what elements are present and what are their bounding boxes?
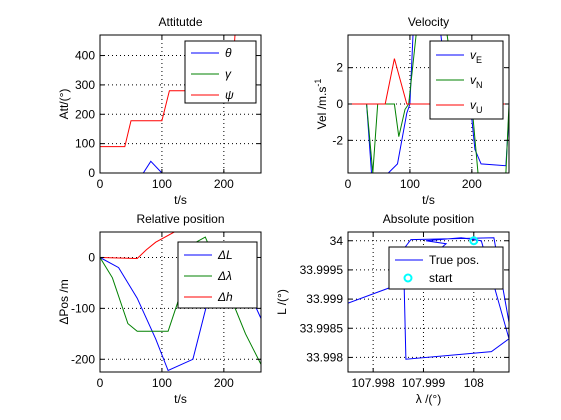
y-tick-label: 33.998 xyxy=(306,350,343,364)
x-tick-label: 0 xyxy=(97,376,104,390)
chart-4: 107.998 107.999 108 33.998 33.9985 33.999 33.9… xyxy=(275,212,510,406)
x-tick-label: 200 xyxy=(214,376,234,390)
legend: vE vN vU xyxy=(429,40,504,120)
legend: θγψ xyxy=(184,40,257,104)
y-axis-label: L /(°) xyxy=(275,289,289,315)
y-tick-label: 100 xyxy=(75,137,95,151)
series-line-1 xyxy=(348,35,509,173)
legend: ΔL Δλ Δh xyxy=(177,241,258,309)
x-axis-label: t/s xyxy=(174,193,187,207)
y-tick-label: 0 xyxy=(336,97,343,111)
legend-label: Δh xyxy=(217,290,233,304)
y-axis-label: ΔPos /m xyxy=(57,279,71,324)
chart-3: 0 100 200 -200 -100 0 Relative position t/s ΔPos… xyxy=(57,212,262,406)
legend-label: vU xyxy=(470,98,483,115)
x-tick-label: 200 xyxy=(462,177,482,191)
chart-title: Attitutde xyxy=(158,15,202,29)
legend-box xyxy=(388,246,504,290)
y-tick-label: 400 xyxy=(75,49,95,63)
y-tick-label: 0 xyxy=(88,166,95,180)
legend-label: vE xyxy=(470,48,482,65)
x-tick-label: 200 xyxy=(214,177,234,191)
x-tick-label: 107.998 xyxy=(351,376,395,390)
legend-label: vN xyxy=(470,73,483,90)
series-line-1 xyxy=(348,237,509,360)
chart-2: 0 100 200 -2 0 2 Velocity t/s Vel /m.s-1 vE vN vU xyxy=(313,15,510,207)
chart-1: 0 100 200 0 100 200 300 400 Attitutde t/s Att/(°) θ… xyxy=(57,15,262,207)
chart-title: Absolute position xyxy=(383,212,474,226)
legend-box xyxy=(184,40,257,104)
legend-label: γ xyxy=(225,67,232,81)
y-tick-label: 33.9985 xyxy=(300,321,344,335)
legend-label: ΔL xyxy=(217,248,233,262)
start-marker xyxy=(469,236,479,246)
legend-label: ψ xyxy=(225,88,234,102)
x-tick-label: 100 xyxy=(152,376,172,390)
axes-frame xyxy=(347,231,510,373)
x-tick-label: 100 xyxy=(152,177,172,191)
axes-frame xyxy=(99,34,262,174)
y-tick-label: 200 xyxy=(75,107,95,121)
chart-title: Velocity xyxy=(408,15,449,29)
legend: True pos. start xyxy=(388,246,504,290)
legend-marker xyxy=(403,273,413,283)
y-tick-label: 0 xyxy=(88,250,95,264)
axes-frame xyxy=(99,231,262,373)
legend-label: Δλ xyxy=(217,269,232,283)
y-tick-label: -200 xyxy=(71,352,95,366)
x-axis-label: λ /(°) xyxy=(416,392,441,406)
y-tick-label: 34 xyxy=(330,234,344,248)
y-tick-label: 300 xyxy=(75,78,95,92)
y-tick-label: 2 xyxy=(336,61,343,75)
x-axis-label: t/s xyxy=(174,392,187,406)
x-tick-label: 0 xyxy=(345,177,352,191)
series-line-1 xyxy=(100,160,261,173)
x-tick-label: 0 xyxy=(97,177,104,191)
x-tick-label: 107.999 xyxy=(402,376,446,390)
chart-title: Relative position xyxy=(136,212,224,226)
legend-label: θ xyxy=(225,46,232,60)
y-axis-label: Att/(°) xyxy=(57,89,71,120)
legend-label: True pos. xyxy=(429,253,479,267)
x-tick-label: 100 xyxy=(400,177,420,191)
y-axis-label: Vel /m.s-1 xyxy=(313,79,329,130)
y-tick-label: -100 xyxy=(71,301,95,315)
y-tick-label: -2 xyxy=(332,133,343,147)
series-line-3 xyxy=(100,232,175,260)
y-tick-label: 33.9995 xyxy=(300,263,344,277)
x-tick-label: 108 xyxy=(464,376,484,390)
legend-label: start xyxy=(429,271,453,285)
x-axis-label: t/s xyxy=(422,193,435,207)
y-tick-label: 33.999 xyxy=(306,292,343,306)
series-line-2 xyxy=(348,35,509,173)
